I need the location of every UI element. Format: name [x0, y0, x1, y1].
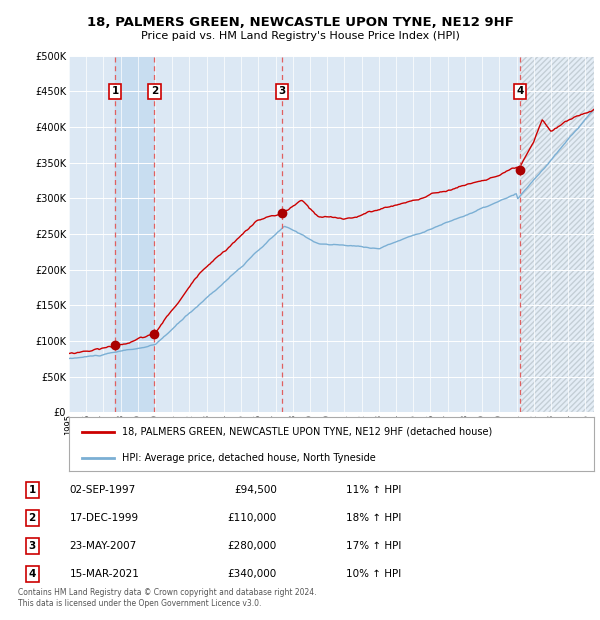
Text: 1: 1: [112, 86, 119, 97]
Text: HPI: Average price, detached house, North Tyneside: HPI: Average price, detached house, Nort…: [121, 453, 375, 463]
Text: 4: 4: [517, 86, 524, 97]
Text: 15-MAR-2021: 15-MAR-2021: [70, 569, 139, 579]
Text: 17-DEC-1999: 17-DEC-1999: [70, 513, 139, 523]
Text: 18, PALMERS GREEN, NEWCASTLE UPON TYNE, NE12 9HF: 18, PALMERS GREEN, NEWCASTLE UPON TYNE, …: [86, 16, 514, 29]
Text: 3: 3: [29, 541, 36, 551]
Text: 02-SEP-1997: 02-SEP-1997: [70, 485, 136, 495]
Text: £280,000: £280,000: [228, 541, 277, 551]
Text: 23-MAY-2007: 23-MAY-2007: [70, 541, 137, 551]
Text: £340,000: £340,000: [228, 569, 277, 579]
Bar: [520, 56, 594, 412]
Text: 4: 4: [28, 569, 36, 579]
Bar: [520, 56, 594, 412]
Text: Contains HM Land Registry data © Crown copyright and database right 2024.
This d: Contains HM Land Registry data © Crown c…: [18, 588, 316, 608]
Text: 2: 2: [151, 86, 158, 97]
Text: 1: 1: [29, 485, 36, 495]
Text: 17% ↑ HPI: 17% ↑ HPI: [346, 541, 401, 551]
Bar: [520, 56, 594, 412]
Bar: [115, 56, 154, 412]
Text: 3: 3: [278, 86, 286, 97]
Text: £94,500: £94,500: [234, 485, 277, 495]
Text: 18% ↑ HPI: 18% ↑ HPI: [346, 513, 401, 523]
Text: 18, PALMERS GREEN, NEWCASTLE UPON TYNE, NE12 9HF (detached house): 18, PALMERS GREEN, NEWCASTLE UPON TYNE, …: [121, 427, 492, 437]
Text: 11% ↑ HPI: 11% ↑ HPI: [346, 485, 401, 495]
Text: 10% ↑ HPI: 10% ↑ HPI: [346, 569, 401, 579]
Text: £110,000: £110,000: [228, 513, 277, 523]
Text: 2: 2: [29, 513, 36, 523]
Text: Price paid vs. HM Land Registry's House Price Index (HPI): Price paid vs. HM Land Registry's House …: [140, 31, 460, 41]
